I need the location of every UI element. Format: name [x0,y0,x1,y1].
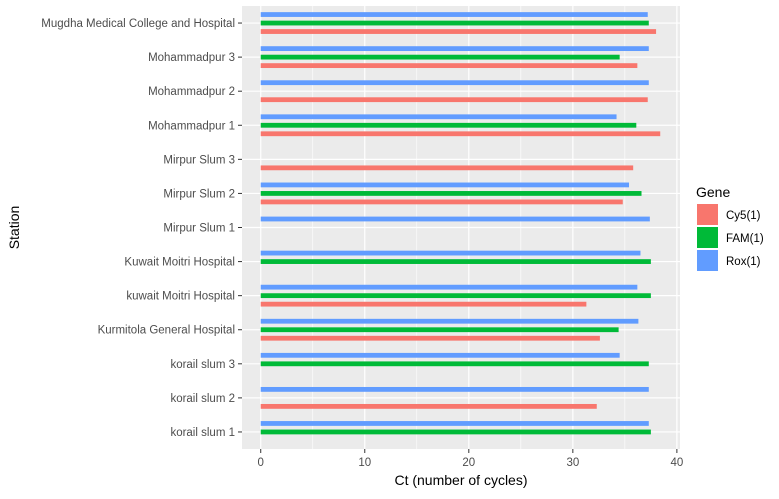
bars-layer [260,12,661,435]
bar-cy5-1-12 [260,29,657,34]
bar-fam-1-3 [260,327,619,333]
x-tick-label: 10 [358,457,371,469]
bar-cy5-1-9 [260,131,661,137]
legend-swatch [697,227,718,248]
y-tick-label: Mirpur Slum 2 [163,188,235,200]
bar-fam-1-11 [260,54,620,60]
y-tick-label: Mirpur Slum 1 [163,223,235,235]
bar-cy5-1-7 [260,199,623,205]
y-tick-label: Mohammadpur 1 [148,120,235,132]
legend-label: Rox(1) [726,256,761,268]
y-tick-label: Mirpur Slum 3 [163,154,235,166]
bar-rox-1-4 [260,284,638,290]
legend-label: Cy5(1) [726,210,761,222]
bar-rox-1-12 [260,12,648,17]
x-tick-label: 40 [670,457,683,469]
legend-swatch [697,250,718,271]
x-tick-label: 20 [462,457,475,469]
bar-fam-1-7 [260,191,642,196]
bar-fam-1-4 [260,293,651,299]
bar-cy5-1-3 [260,335,600,341]
y-tick-label: kuwait Moitri Hospital [126,291,235,303]
bar-rox-1-2 [260,352,620,358]
legend: Gene Cy5(1) FAM(1) Rox(1) [696,184,764,271]
bar-fam-1-0 [260,429,651,435]
legend-items: Cy5(1) FAM(1) Rox(1) [697,204,764,271]
bar-fam-1-12 [260,20,649,26]
x-tick-label: 0 [258,457,264,469]
bar-cy5-1-4 [260,301,587,307]
bar-cy5-1-10 [260,97,648,103]
bar-fam-1-9 [260,122,637,128]
bar-fam-1-2 [260,361,649,367]
x-tick-label: 30 [566,457,579,469]
bar-rox-1-1 [260,386,649,392]
y-tick-label: Kurmitola General Hospital [98,325,235,337]
y-tick-label: Kuwait Moitri Hospital [124,257,235,269]
y-tick-label: korail slum 1 [170,427,235,439]
y-tick-label: Mohammadpur 3 [148,52,235,64]
y-tick-label: korail slum 3 [170,359,235,371]
bar-cy5-1-1 [260,403,597,409]
legend-label: FAM(1) [726,233,764,245]
bar-fam-1-5 [260,259,651,264]
y-axis-title: Station [6,206,22,250]
bar-rox-1-7 [260,182,630,188]
bar-rox-1-6 [260,216,650,222]
bar-rox-1-9 [260,114,617,120]
bar-rox-1-5 [260,250,641,256]
bar-cy5-1-11 [260,63,638,69]
legend-title: Gene [696,184,730,200]
x-axis-title: Ct (number of cycles) [394,472,527,488]
legend-swatch [697,204,718,225]
y-axis: korail slum 1 korail slum 2 korail slum 3 K… [41,18,242,439]
bar-cy5-1-8 [260,165,634,171]
bar-rox-1-10 [260,80,649,86]
y-tick-label: Mohammadpur 2 [148,86,235,98]
bar-rox-1-11 [260,46,649,52]
bar-rox-1-3 [260,318,639,324]
x-axis: 0 10 20 30 40 [258,449,683,469]
y-tick-label: korail slum 2 [170,393,235,405]
bar-rox-1-0 [260,421,649,426]
y-tick-label: Mugdha Medical College and Hospital [41,18,235,30]
